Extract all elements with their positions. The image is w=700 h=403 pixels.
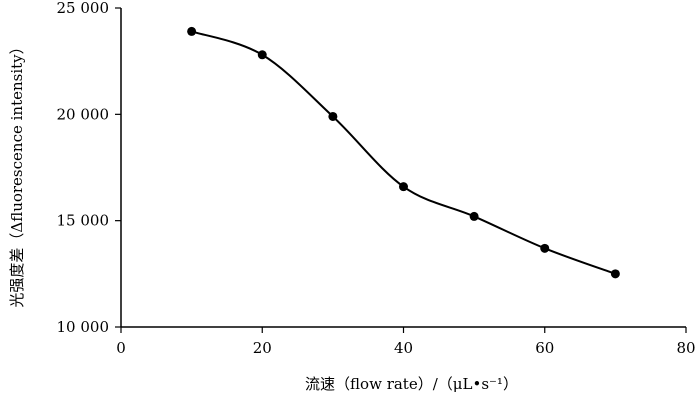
x-axis-title: 流速（flow rate）/（μL•s⁻¹）: [305, 375, 518, 393]
data-point: [540, 243, 550, 253]
data-point: [399, 182, 408, 192]
data-point: [469, 211, 479, 221]
x-tick-label: 60: [535, 339, 554, 357]
y-tick-label: 15 000: [57, 212, 110, 230]
axes: [120, 8, 686, 328]
data-point: [328, 111, 338, 121]
series-line: [191, 30, 616, 275]
data-point: [257, 50, 267, 60]
x-tick-label: 80: [676, 339, 695, 357]
y-axis-title: 光强度差（Δfluorescence intensity）: [8, 39, 26, 307]
y-tick-label: 10 000: [57, 318, 110, 336]
data-point: [610, 269, 620, 279]
y-tick-label: 20 000: [57, 105, 110, 123]
x-tick-label: 0: [116, 339, 126, 357]
data-point: [187, 26, 197, 36]
x-tick-label: 20: [253, 339, 272, 357]
x-tick-label: 40: [394, 339, 413, 357]
y-tick-label: 25 000: [57, 0, 110, 17]
plot-area: [187, 26, 620, 279]
ticks: 10 000 15 000 20 000 25 000 0 20 40 60 80: [57, 0, 696, 357]
